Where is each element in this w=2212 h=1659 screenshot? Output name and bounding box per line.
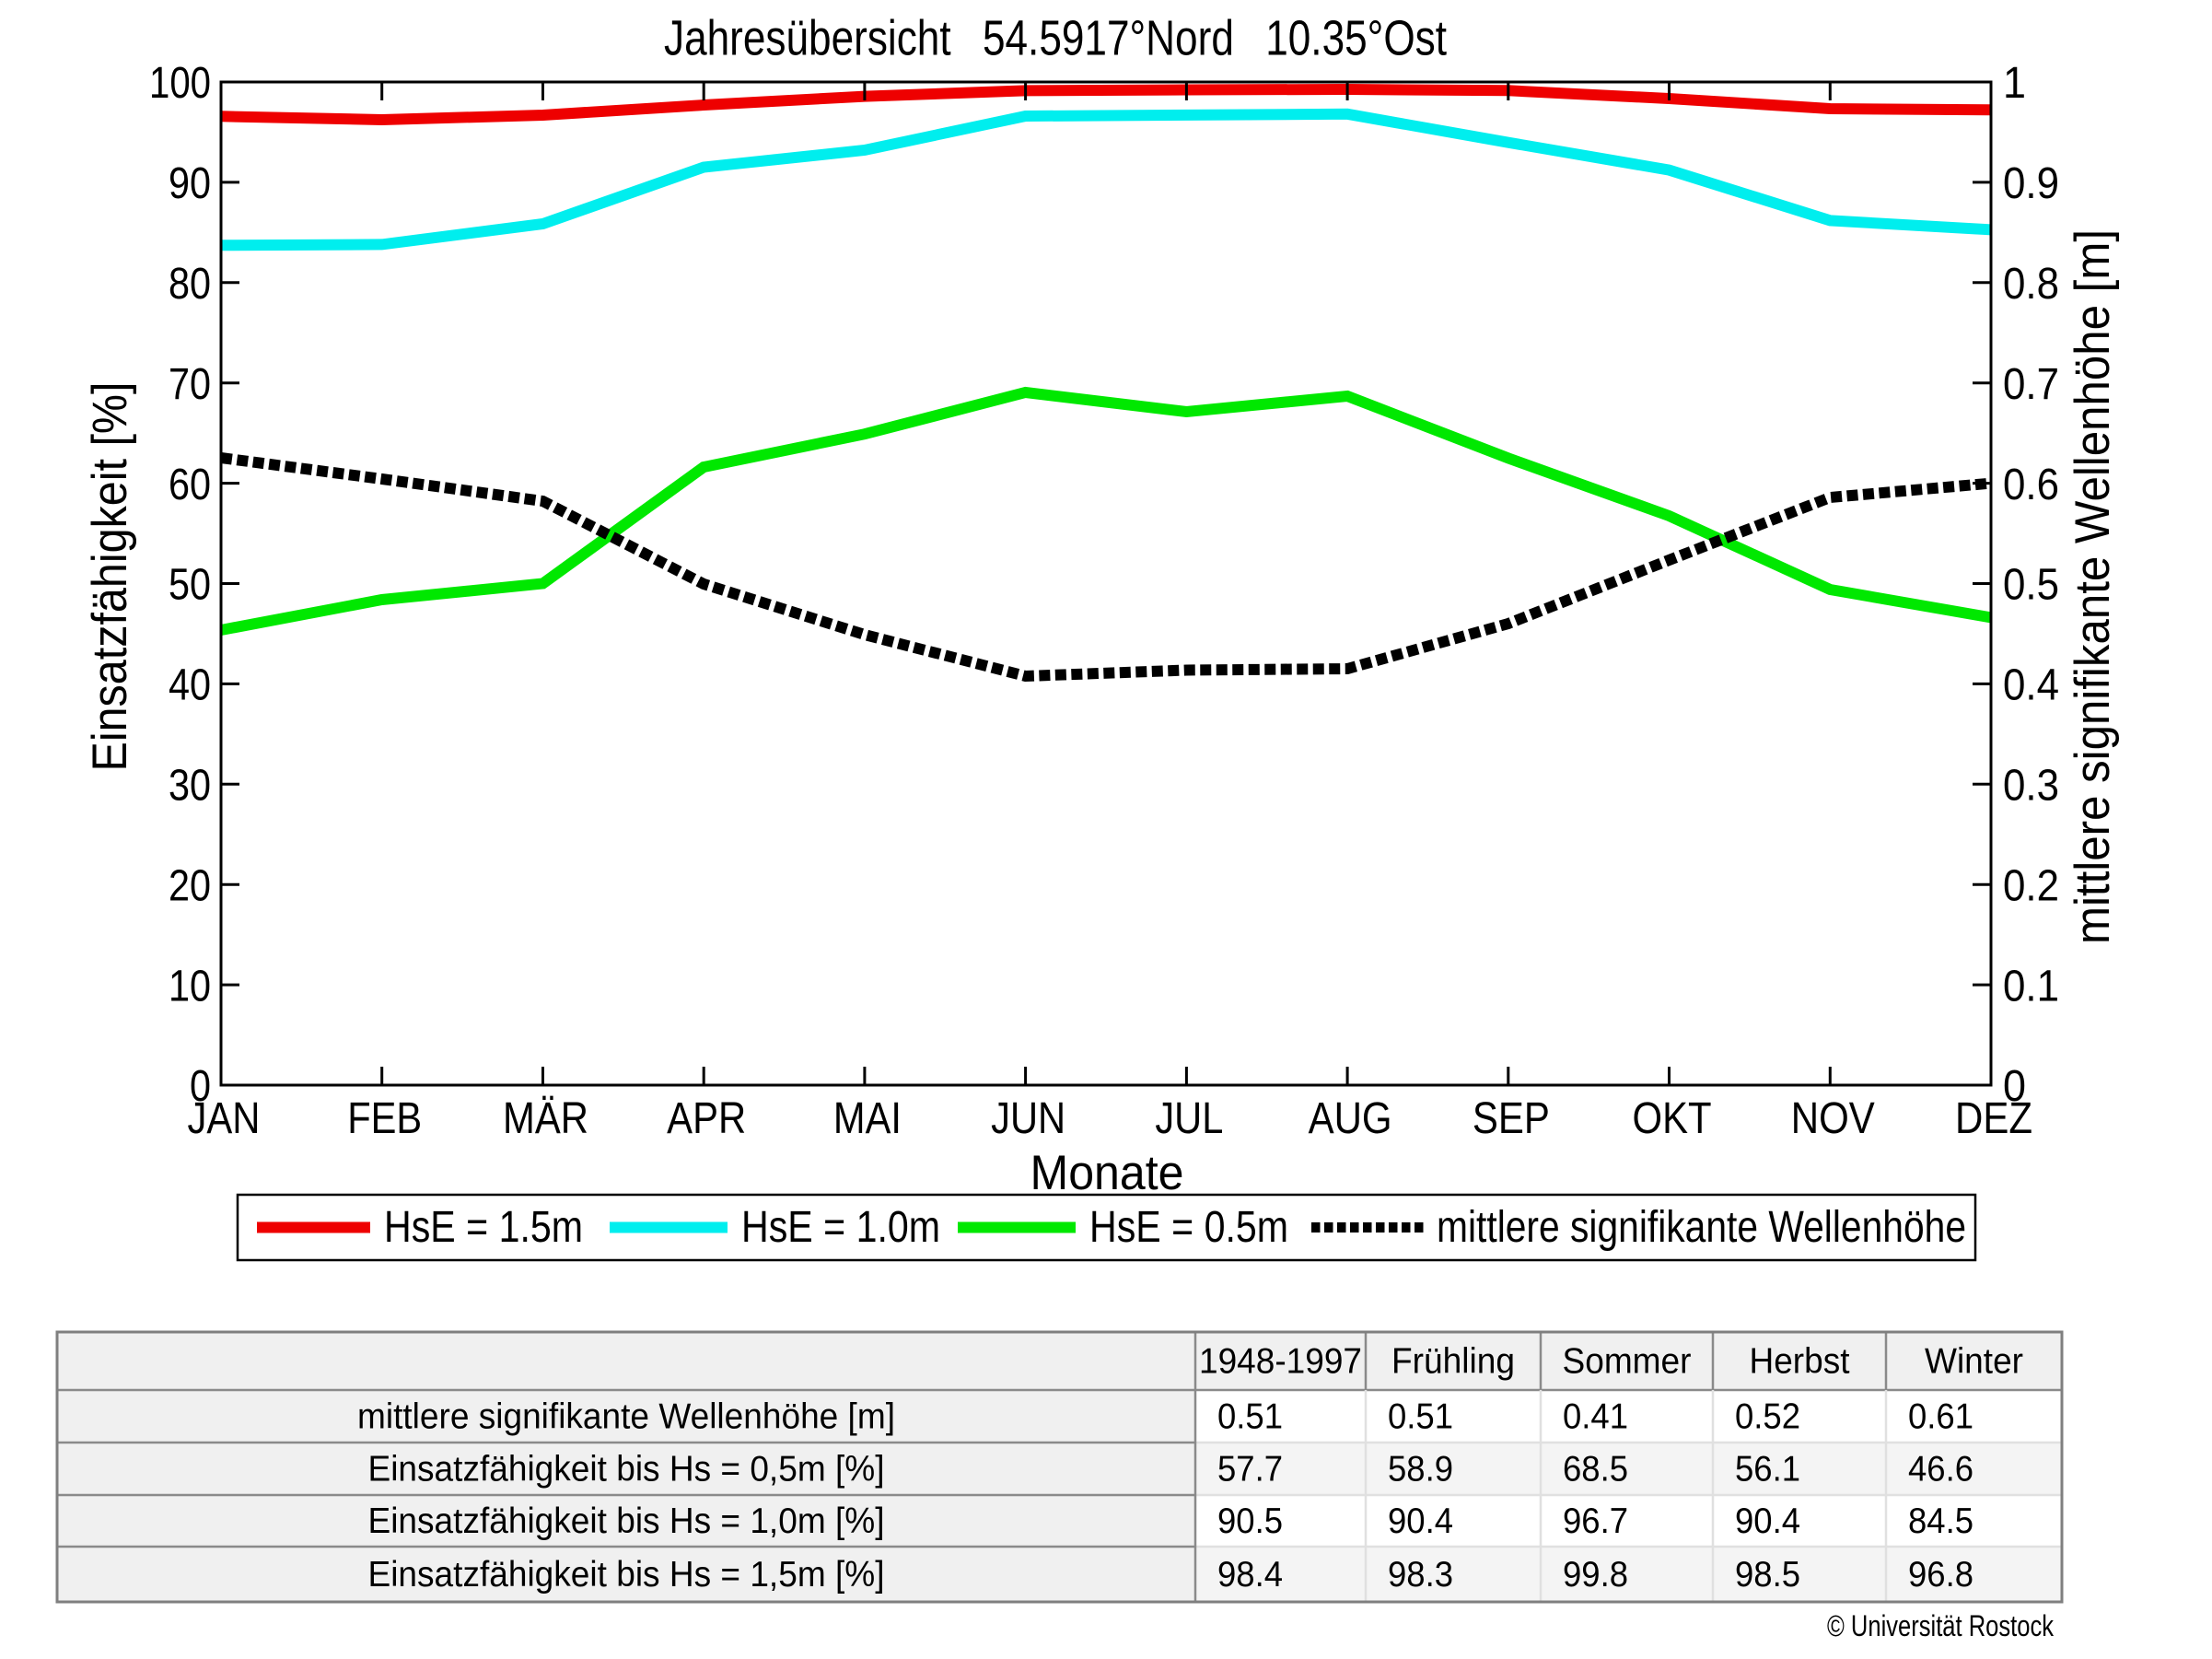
- svg-text:80: 80: [169, 260, 211, 309]
- svg-text:0.61: 0.61: [1908, 1397, 1973, 1437]
- svg-text:60: 60: [169, 461, 211, 509]
- svg-text:NOV: NOV: [1791, 1094, 1875, 1143]
- svg-text:JUN: JUN: [991, 1094, 1065, 1143]
- svg-text:98.4: 98.4: [1217, 1555, 1283, 1595]
- svg-text:0.41: 0.41: [1563, 1397, 1628, 1437]
- svg-text:HsE = 0.5m: HsE = 0.5m: [1089, 1203, 1288, 1252]
- svg-text:MÄR: MÄR: [503, 1094, 588, 1143]
- svg-text:0.6: 0.6: [2003, 461, 2059, 509]
- svg-text:90.5: 90.5: [1217, 1501, 1283, 1541]
- svg-text:70: 70: [169, 360, 211, 409]
- svg-text:0.7: 0.7: [2003, 360, 2059, 409]
- svg-text:99.8: 99.8: [1563, 1555, 1628, 1595]
- svg-text:57.7: 57.7: [1217, 1450, 1283, 1490]
- svg-text:Einsatzfähigkeit bis Hs = 0,5m: Einsatzfähigkeit bis Hs = 0,5m [%]: [368, 1450, 885, 1490]
- svg-text:JUL: JUL: [1155, 1094, 1223, 1143]
- svg-text:40: 40: [169, 661, 211, 710]
- svg-text:96.7: 96.7: [1563, 1501, 1628, 1541]
- svg-text:0.52: 0.52: [1735, 1397, 1800, 1437]
- svg-text:Herbst: Herbst: [1750, 1342, 1850, 1382]
- svg-text:Einsatzfähigkeit bis Hs = 1,5m: Einsatzfähigkeit bis Hs = 1,5m [%]: [368, 1555, 885, 1595]
- svg-text:30: 30: [169, 762, 211, 811]
- svg-text:0.9: 0.9: [2003, 159, 2059, 208]
- svg-text:0.8: 0.8: [2003, 260, 2059, 309]
- svg-text:100: 100: [149, 59, 211, 108]
- svg-text:1948-1997: 1948-1997: [1199, 1342, 1362, 1382]
- svg-text:10: 10: [169, 962, 211, 1011]
- svg-text:Einsatzfähigkeit bis Hs = 1,0m: Einsatzfähigkeit bis Hs = 1,0m [%]: [368, 1501, 885, 1541]
- svg-text:50: 50: [169, 561, 211, 610]
- svg-text:Jahresübersicht 54.5917°Nord: Jahresübersicht 54.5917°Nord 10.35°Ost: [664, 11, 1447, 66]
- svg-text:Sommer: Sommer: [1563, 1342, 1692, 1382]
- svg-text:0.51: 0.51: [1388, 1397, 1453, 1437]
- svg-text:DEZ: DEZ: [1955, 1094, 2032, 1143]
- svg-text:1: 1: [2003, 59, 2026, 108]
- svg-text:58.9: 58.9: [1388, 1450, 1453, 1490]
- svg-text:0.51: 0.51: [1217, 1397, 1283, 1437]
- svg-text:© Universität Rostock: © Universität Rostock: [1827, 1609, 2055, 1642]
- svg-text:0.2: 0.2: [2003, 861, 2059, 910]
- svg-text:90.4: 90.4: [1735, 1501, 1800, 1541]
- svg-text:FEB: FEB: [347, 1094, 422, 1143]
- svg-text:0.5: 0.5: [2003, 561, 2059, 610]
- svg-text:Monate: Monate: [1030, 1146, 1184, 1200]
- svg-text:90: 90: [169, 159, 211, 208]
- svg-text:Winter: Winter: [1925, 1342, 2023, 1382]
- svg-text:0.1: 0.1: [2003, 962, 2059, 1011]
- svg-text:0.3: 0.3: [2003, 762, 2059, 811]
- svg-text:mittlere signifikante Wellenhö: mittlere signifikante Wellenhöhe [m]: [2066, 229, 2120, 944]
- svg-text:JAN: JAN: [188, 1094, 261, 1143]
- svg-text:SEP: SEP: [1473, 1094, 1550, 1143]
- svg-text:84.5: 84.5: [1908, 1501, 1973, 1541]
- svg-text:AUG: AUG: [1309, 1094, 1392, 1143]
- svg-text:96.8: 96.8: [1908, 1555, 1973, 1595]
- svg-text:98.5: 98.5: [1735, 1555, 1800, 1595]
- svg-text:0.4: 0.4: [2003, 661, 2059, 710]
- svg-text:46.6: 46.6: [1908, 1450, 1973, 1490]
- svg-text:98.3: 98.3: [1388, 1555, 1453, 1595]
- svg-text:90.4: 90.4: [1388, 1501, 1453, 1541]
- svg-text:20: 20: [169, 861, 211, 910]
- svg-text:68.5: 68.5: [1563, 1450, 1628, 1490]
- svg-text:Frühling: Frühling: [1391, 1342, 1515, 1382]
- svg-text:HsE = 1.0m: HsE = 1.0m: [741, 1203, 940, 1252]
- svg-text:OKT: OKT: [1633, 1094, 1712, 1143]
- svg-text:HsE = 1.5m: HsE = 1.5m: [384, 1203, 583, 1252]
- svg-text:0: 0: [190, 1062, 211, 1111]
- svg-text:0: 0: [2003, 1062, 2026, 1111]
- svg-text:mittlere signifikante Wellenhö: mittlere signifikante Wellenhöhe [m]: [357, 1397, 895, 1437]
- svg-text:APR: APR: [667, 1094, 746, 1143]
- svg-text:Einsatzfähigkeit [%]: Einsatzfähigkeit [%]: [83, 382, 137, 772]
- svg-text:MAI: MAI: [833, 1094, 902, 1143]
- svg-text:56.1: 56.1: [1735, 1450, 1800, 1490]
- svg-text:mittlere signifikante Wellenhö: mittlere signifikante Wellenhöhe: [1437, 1203, 1966, 1252]
